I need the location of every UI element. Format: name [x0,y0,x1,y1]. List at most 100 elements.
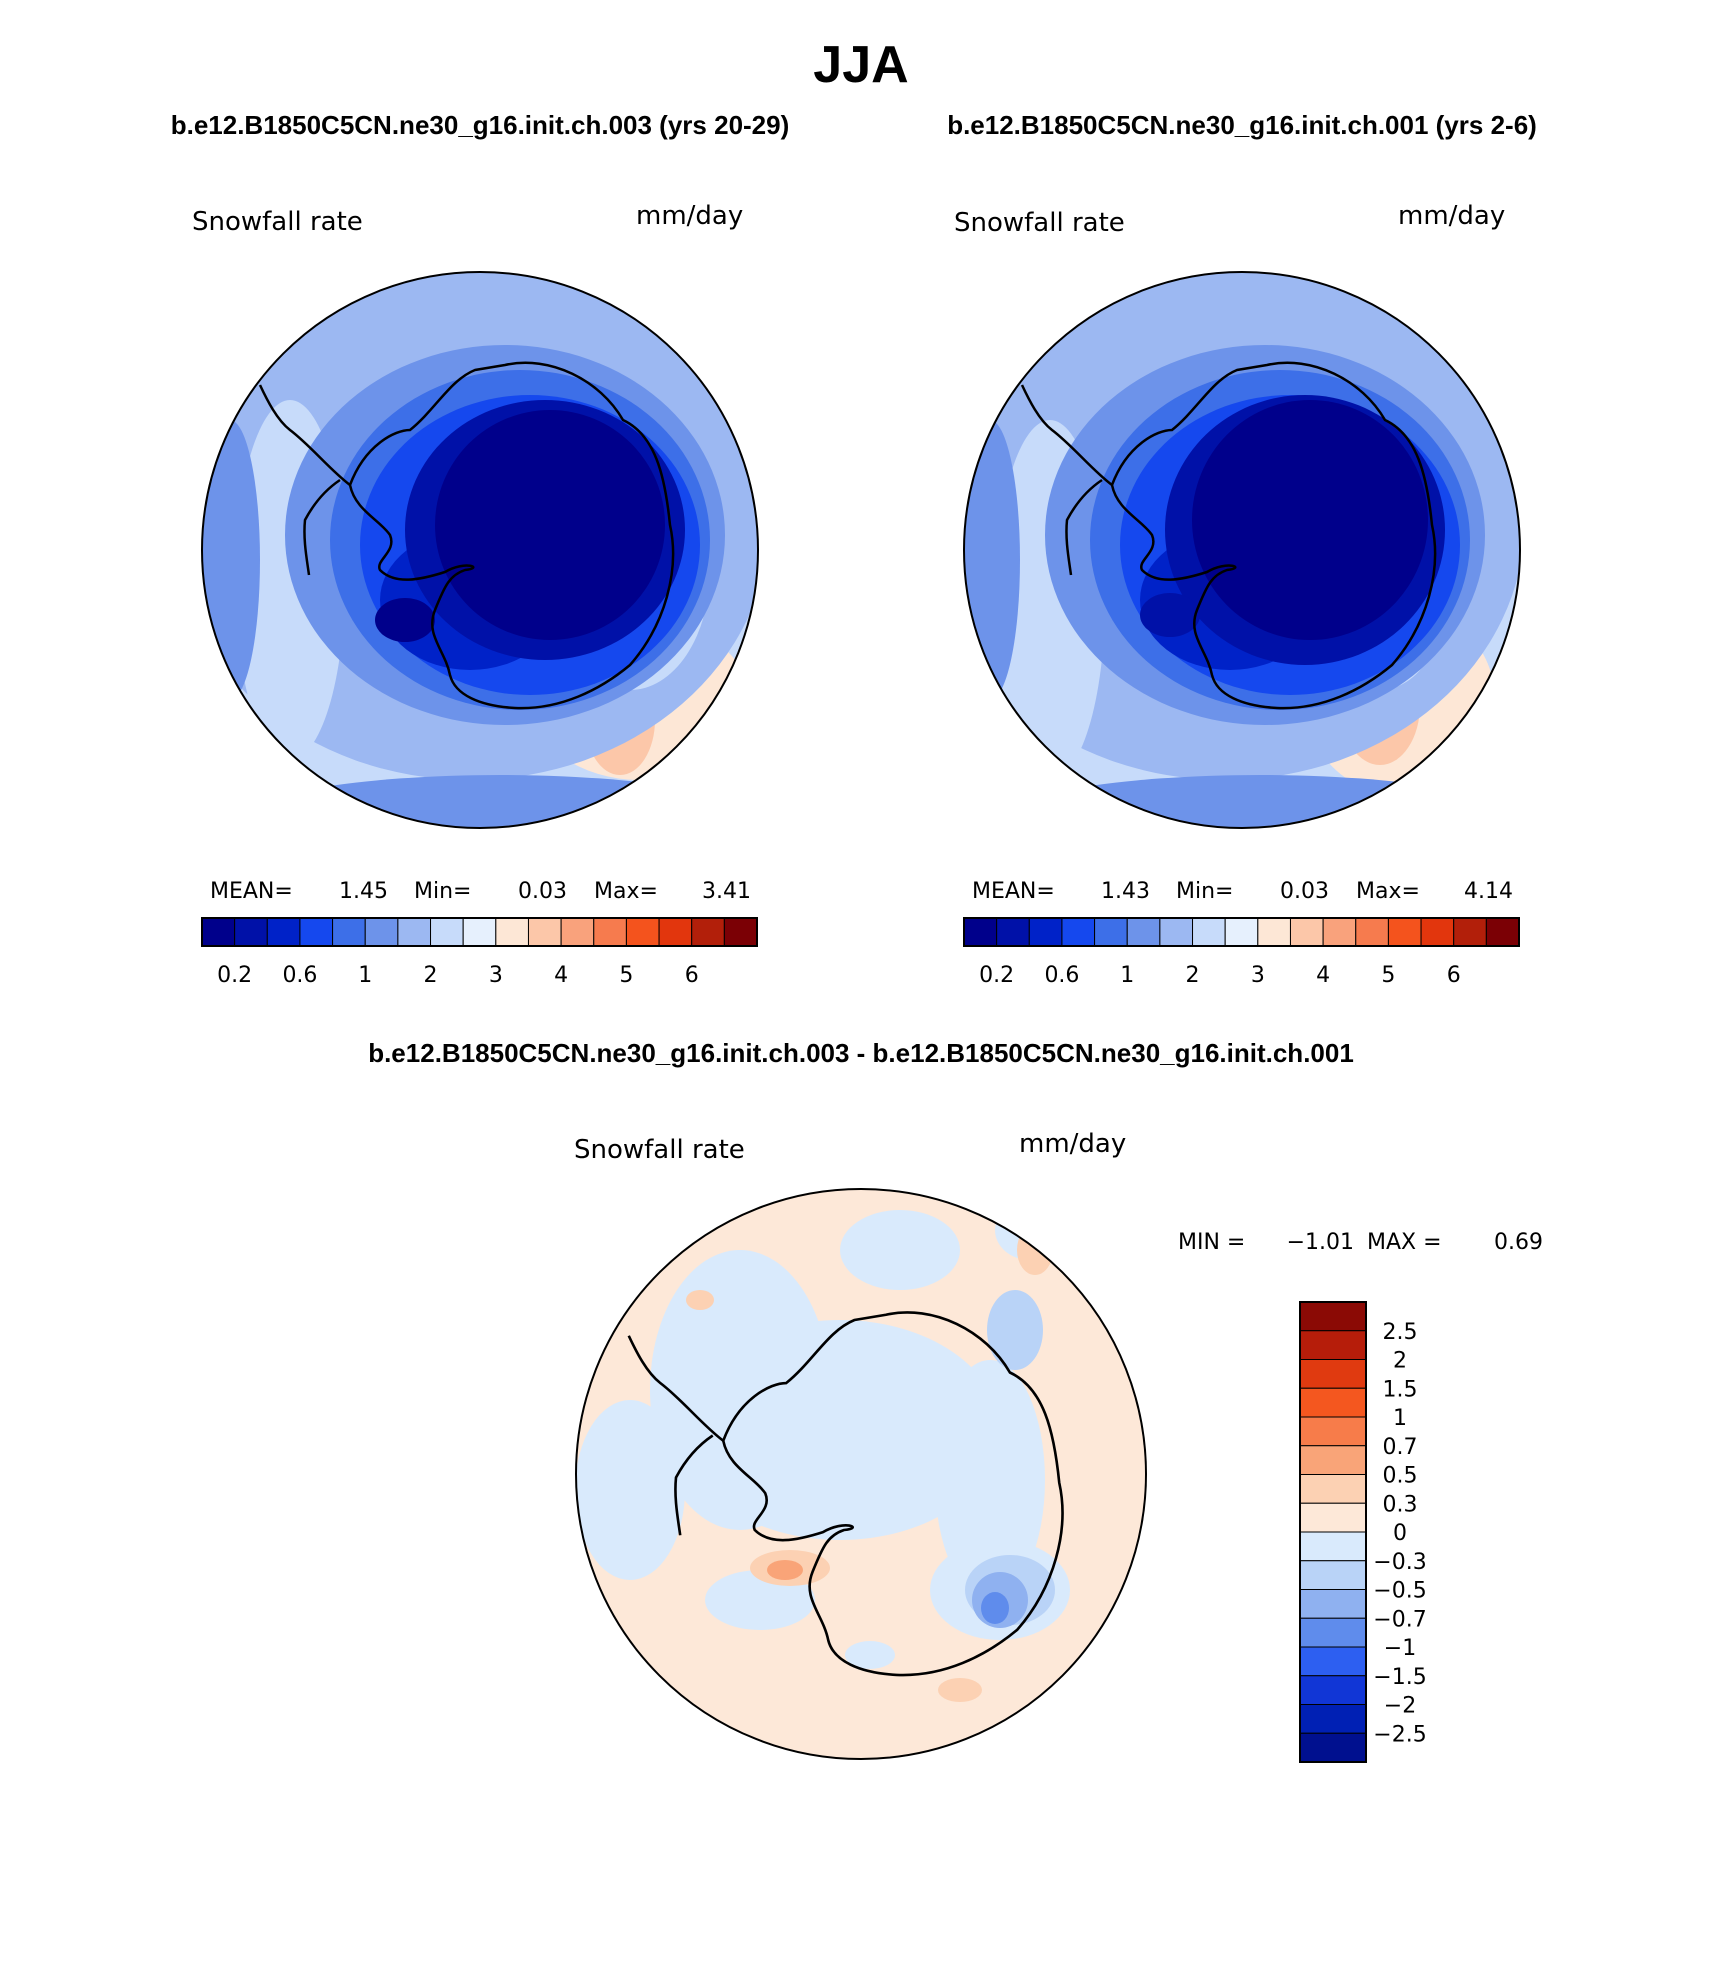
panel-right-colorbar-swatch [996,917,1030,947]
panel-left-map-border [201,271,759,829]
diff-colorbar-swatch [1299,1589,1367,1619]
diff-colorbar-tick-label: 2.5 [1383,1320,1418,1345]
diff-colorbar-tick-label: −0.7 [1373,1607,1426,1632]
panel-left: Snowfall rate mm/day MEAN= 1.4 [192,201,759,988]
panel-right-map-border [963,271,1521,829]
panel-left-colorbar-swatch [364,917,399,947]
diff-min-label: MIN = [1178,1230,1245,1255]
diff-colorbar-swatch [1299,1560,1367,1590]
diff-min-value: −1.01 [1287,1230,1354,1255]
panel-right-colorbar-swatch [1485,917,1520,947]
diff-header: b.e12.B1850C5CN.ne30_g16.init.ch.003 - b… [368,1038,1354,1068]
panel-left-colorbar-swatch [723,917,758,947]
panel-left-colorbar: 0.2 0.6 1 2 3 4 5 6 [201,917,758,988]
panel-right-colorbar: 0.2 0.6 1 2 3 4 5 6 [963,917,1520,988]
diff-colorbar-frame [1299,1301,1367,1763]
diff-map [576,1189,1146,1759]
diff-colorbar-tick-label: −0.3 [1373,1550,1426,1575]
panel-left-header: b.e12.B1850C5CN.ne30_g16.init.ch.003 (yr… [171,110,790,140]
panel-left-colorbar-swatch [495,917,529,947]
diff-colorbar-swatch [1299,1416,1367,1447]
diff-colorbar-tick-label: 1 [1393,1406,1407,1431]
panel-left-mean-label: MEAN= [210,879,293,904]
panel-left-colorbar-tick-label: 6 [685,963,699,988]
panel-right-colorbar-tick-label: 4 [1316,963,1330,988]
panel-right-mean-label: MEAN= [972,879,1055,904]
diff-field-label: Snowfall rate [574,1135,745,1165]
panel-left-max-value: 3.41 [702,879,751,904]
panel-right: Snowfall rate mm/day MEAN= [954,201,1521,988]
panel-left-colorbar-tick-label: 4 [554,963,568,988]
panel-left-min-label: Min= [414,879,471,904]
panel-right-colorbar-swatch [1159,917,1194,947]
diff-max-value: 0.69 [1494,1230,1543,1255]
diff-colorbar-swatch [1299,1502,1367,1533]
panel-right-units: mm/day [1398,201,1505,231]
panel-left-colorbar-tick-label: 0.6 [282,963,317,988]
panel-right-map [964,272,1520,828]
panel-right-colorbar-tick-label: 1 [1120,963,1134,988]
panel-left-colorbar-swatch [658,917,693,947]
panel-right-colorbar-swatch [1289,917,1324,947]
panel-left-colorbar-swatch [625,917,660,947]
diff-colorbar-tick-label: 0 [1393,1521,1407,1546]
panel-right-colorbar-swatch [1257,917,1291,947]
panel-left-colorbar-swatch [691,917,725,947]
diff-colorbar: 2.5 2 1.5 1 0.7 0.5 0.3 0 −0.3 −0.5 −0.7 −1 −1.5 −2 −2… [1299,1301,1427,1763]
panel-left-colorbar-swatch [527,917,562,947]
diff-colorbar-tick-label: 0.5 [1383,1464,1418,1489]
panel-right-colorbar-swatch [1355,917,1389,947]
panel-left-colorbar-tick-label: 5 [619,963,633,988]
panel-left-colorbar-swatch [266,917,301,947]
panel-left-colorbar-tick-label: 2 [424,963,438,988]
panel-right-min-label: Min= [1176,879,1233,904]
diff-colorbar-tick-label: 2 [1393,1349,1407,1374]
diff-colorbar-swatch [1299,1387,1367,1418]
panel-right-colorbar-tick-label: 0.6 [1044,963,1079,988]
panel-right-colorbar-swatch [1453,917,1487,947]
panel-right-colorbar-tick-label: 0.2 [979,963,1014,988]
panel-right-min-value: 0.03 [1280,879,1329,904]
diff-colorbar-swatch [1299,1646,1367,1677]
panel-right-colorbar-swatch [1126,917,1161,947]
diff-colorbar-swatch [1299,1704,1367,1734]
diff-max-label: MAX = [1367,1230,1442,1255]
diff-colorbar-tick-label: −1.5 [1373,1665,1426,1690]
panel-left-min-value: 0.03 [518,879,567,904]
diff-map-border [575,1188,1147,1760]
diff-colorbar-tick-label: −2.5 [1373,1722,1426,1747]
diff-colorbar-tick-label: 1.5 [1383,1377,1418,1402]
panel-left-colorbar-swatch [462,917,497,947]
panel-right-colorbar-swatch [1192,917,1226,947]
panel-right-colorbar-swatch [1061,917,1096,947]
panel-right-mean-value: 1.43 [1101,879,1150,904]
panel-left-colorbar-tick-label: 1 [358,963,372,988]
panel-right-colorbar-frame [963,917,1520,947]
panel-left-colorbar-swatch [593,917,627,947]
diff-colorbar-swatch [1299,1531,1367,1562]
diff-colorbar-swatch [1299,1330,1367,1360]
panel-right-colorbar-swatch [1387,917,1422,947]
panel-left-field-label: Snowfall rate [192,207,363,237]
diff-colorbar-swatch [1299,1445,1367,1475]
panel-left-colorbar-swatch [430,917,464,947]
panel-left-max-label: Max= [594,879,658,904]
panel-right-colorbar-swatch [1028,917,1063,947]
panel-left-colorbar-swatch [201,917,236,947]
panel-right-colorbar-tick-label: 2 [1186,963,1200,988]
panel-left-colorbar-swatch [397,917,432,947]
panel-right-field-label: Snowfall rate [954,208,1125,238]
panel-right-colorbar-tick-label: 5 [1381,963,1395,988]
panel-diff: Snowfall rate mm/day [574,1129,1543,1763]
panel-right-colorbar-swatch [1420,917,1455,947]
diff-colorbar-swatch [1299,1474,1367,1504]
panel-right-colorbar-swatch [963,917,998,947]
diff-colorbar-tick-label: −1 [1384,1636,1416,1661]
panel-right-colorbar-swatch [1094,917,1128,947]
panel-right-colorbar-swatch [1224,917,1259,947]
panel-left-colorbar-swatch [234,917,268,947]
panel-left-colorbar-swatch [299,917,334,947]
diff-colorbar-swatch [1299,1675,1367,1705]
panel-left-colorbar-tick-label: 3 [489,963,503,988]
